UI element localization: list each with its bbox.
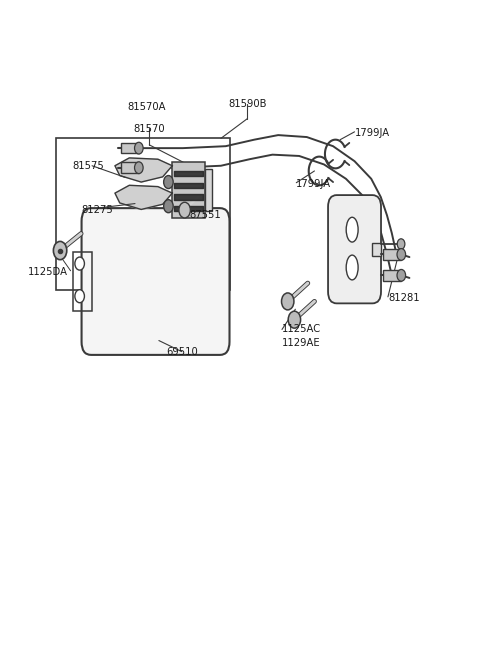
Bar: [120, 143, 139, 153]
Text: 81570: 81570: [133, 124, 165, 134]
Text: 81590B: 81590B: [228, 99, 266, 109]
Text: 1125DA: 1125DA: [28, 267, 68, 277]
Text: 1799JA: 1799JA: [355, 128, 390, 138]
Text: 81575: 81575: [72, 160, 104, 171]
Bar: [172, 162, 204, 218]
Text: 1799JA: 1799JA: [296, 179, 331, 189]
Text: 1125AC: 1125AC: [282, 324, 321, 335]
Circle shape: [281, 293, 294, 310]
Circle shape: [164, 176, 173, 189]
Circle shape: [288, 311, 300, 328]
Text: 81570A: 81570A: [128, 102, 166, 112]
Bar: [56, 138, 229, 290]
Bar: [120, 162, 139, 173]
Bar: [73, 252, 92, 310]
Text: 69510: 69510: [166, 347, 198, 357]
Text: 81275: 81275: [81, 205, 113, 215]
Circle shape: [53, 242, 67, 259]
Text: 81281: 81281: [388, 293, 420, 303]
Text: 1129AE: 1129AE: [282, 338, 321, 348]
Circle shape: [134, 142, 143, 154]
Circle shape: [397, 239, 405, 250]
Polygon shape: [115, 185, 172, 210]
Circle shape: [75, 257, 84, 270]
Circle shape: [75, 290, 84, 303]
Bar: [372, 243, 381, 255]
Circle shape: [397, 249, 406, 260]
Bar: [383, 270, 401, 280]
Circle shape: [134, 162, 143, 174]
FancyBboxPatch shape: [82, 208, 229, 355]
Ellipse shape: [346, 255, 358, 280]
Ellipse shape: [346, 217, 358, 242]
Text: 87551: 87551: [189, 210, 221, 220]
Bar: [204, 169, 212, 212]
FancyBboxPatch shape: [328, 195, 381, 303]
Circle shape: [164, 200, 173, 213]
Polygon shape: [115, 158, 172, 182]
Circle shape: [397, 269, 406, 281]
Bar: [383, 250, 401, 259]
Circle shape: [179, 202, 191, 218]
